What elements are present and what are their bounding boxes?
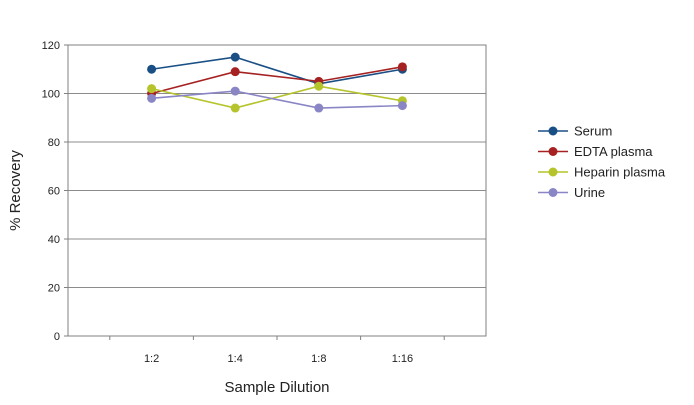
data-point (147, 84, 157, 94)
y-tick-label: 120 (42, 40, 60, 52)
legend-label: Heparin plasma (574, 165, 666, 180)
y-tick-label: 60 (48, 186, 60, 198)
legend-marker (548, 167, 558, 177)
series-line (151, 85, 403, 109)
data-point (314, 103, 324, 113)
y-axis-ticks: 0 20 40 60 80 100 120 (42, 40, 68, 343)
y-tick-label: 80 (48, 137, 60, 149)
legend: Serum EDTA plasma Heparin plasma Urine (538, 124, 666, 200)
x-tick-label: 1:2 (144, 353, 159, 365)
data-point (230, 52, 240, 62)
data-point (397, 62, 407, 72)
x-tick-label: 1:4 (228, 353, 243, 365)
y-tick-label: 40 (48, 234, 60, 246)
y-axis-title: % Recovery (7, 150, 24, 231)
x-tick-label: 1:16 (392, 353, 413, 365)
data-point (147, 64, 157, 74)
data-point (230, 67, 240, 77)
x-axis-title: Sample Dilution (224, 379, 329, 396)
x-axis-ticks: 1:2 1:4 1:8 1:16 (109, 336, 445, 365)
data-point (147, 93, 157, 103)
y-tick-label: 0 (54, 331, 60, 343)
series-line (151, 66, 403, 95)
data-point (230, 86, 240, 96)
data-point (230, 103, 240, 113)
gridlines (68, 93, 486, 288)
x-tick-label: 1:8 (311, 353, 326, 365)
y-tick-label: 20 (48, 283, 60, 295)
y-tick-label: 100 (42, 89, 60, 101)
series-line (151, 56, 403, 85)
legend-label: Serum (574, 124, 612, 139)
data-point (397, 101, 407, 111)
data-point (314, 81, 324, 91)
legend-marker (548, 188, 558, 197)
legend-marker (548, 147, 558, 156)
legend-marker (548, 126, 558, 136)
series-line (151, 90, 403, 109)
legend-label: Urine (574, 185, 605, 200)
series-group (147, 52, 407, 113)
legend-label: EDTA plasma (574, 144, 653, 159)
